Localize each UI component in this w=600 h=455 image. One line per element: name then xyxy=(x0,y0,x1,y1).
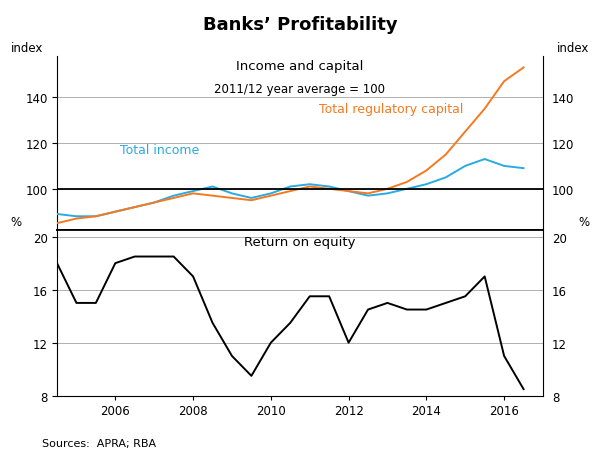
Text: Return on equity: Return on equity xyxy=(244,235,356,248)
Text: Banks’ Profitability: Banks’ Profitability xyxy=(203,16,397,34)
Text: Income and capital: Income and capital xyxy=(236,61,364,73)
Text: index: index xyxy=(11,42,43,55)
Text: index: index xyxy=(557,42,589,55)
Text: Total regulatory capital: Total regulatory capital xyxy=(319,102,464,116)
Text: %: % xyxy=(11,216,22,229)
Text: Total income: Total income xyxy=(120,144,199,157)
Text: 2011/12 year average = 100: 2011/12 year average = 100 xyxy=(215,83,386,96)
Text: %: % xyxy=(578,216,589,229)
Text: Sources:  APRA; RBA: Sources: APRA; RBA xyxy=(42,438,156,448)
